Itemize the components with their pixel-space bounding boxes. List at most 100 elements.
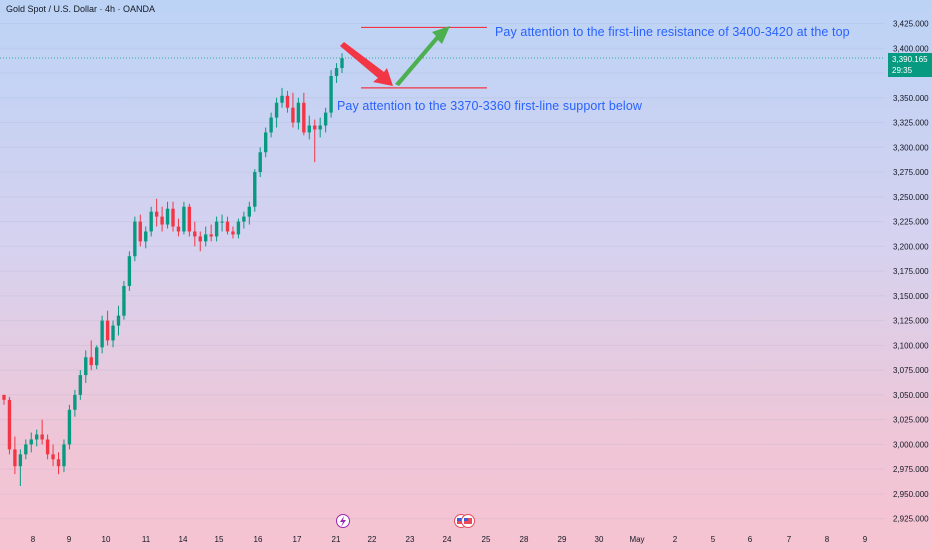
candle[interactable] (193, 221, 197, 247)
candle[interactable] (340, 53, 344, 74)
candle[interactable] (84, 350, 88, 384)
us-flag-event-icon[interactable] (454, 514, 475, 528)
candle[interactable] (285, 90, 290, 113)
candle[interactable] (242, 211, 246, 229)
candle-body (318, 125, 322, 130)
down-arrow[interactable] (340, 42, 393, 86)
candle[interactable] (149, 206, 153, 237)
candle[interactable] (302, 92, 306, 136)
candle-body (149, 211, 153, 232)
candle[interactable] (105, 310, 110, 346)
candle-body (323, 112, 328, 126)
candle[interactable] (214, 216, 219, 242)
candle[interactable] (225, 216, 230, 235)
event-icons-layer (336, 514, 475, 528)
candle[interactable] (323, 107, 328, 133)
candle[interactable] (198, 231, 202, 252)
candle-body (7, 399, 12, 450)
candle-body (133, 221, 137, 257)
x-tick-label: 10 (102, 535, 111, 544)
flag-icon-canton-2 (464, 518, 468, 521)
x-tick-label: 8 (825, 535, 830, 544)
candle-body (198, 236, 202, 242)
candle[interactable] (89, 340, 93, 371)
candle[interactable] (2, 394, 6, 405)
resistance-annotation[interactable]: Pay attention to the first-line resistan… (495, 25, 850, 39)
y-tick-label: 2,975.000 (893, 465, 929, 474)
candle[interactable] (94, 345, 99, 370)
y-tick-label: 3,425.000 (893, 20, 929, 29)
candle[interactable] (318, 117, 322, 138)
candle[interactable] (7, 396, 12, 455)
candle[interactable] (116, 305, 121, 336)
candle[interactable] (263, 127, 268, 158)
candle[interactable] (45, 434, 50, 460)
candle[interactable] (62, 439, 66, 473)
candle-body (231, 231, 235, 235)
candle[interactable] (247, 201, 252, 225)
candle-body (242, 216, 246, 222)
candle[interactable] (209, 224, 213, 242)
flag-icon-canton (457, 518, 461, 521)
candle[interactable] (154, 198, 159, 227)
candle[interactable] (133, 216, 137, 262)
candle[interactable] (176, 218, 181, 237)
candle[interactable] (18, 449, 23, 487)
candle[interactable] (274, 97, 279, 128)
candle[interactable] (204, 226, 208, 247)
candle[interactable] (236, 218, 241, 239)
candle[interactable] (24, 439, 28, 460)
candle-body (176, 226, 181, 232)
candle[interactable] (40, 419, 44, 445)
candle[interactable] (171, 201, 175, 232)
candle[interactable] (127, 251, 132, 291)
y-tick-label: 3,250.000 (893, 193, 929, 202)
support-annotation[interactable]: Pay attention to the 3370-3360 first-lin… (337, 99, 642, 113)
candle-body (209, 234, 213, 237)
y-tick-label: 3,050.000 (893, 391, 929, 400)
candle[interactable] (78, 370, 83, 400)
candle[interactable] (220, 214, 224, 232)
candle-body (247, 206, 252, 217)
up-arrow[interactable] (395, 26, 450, 86)
candle[interactable] (73, 389, 77, 417)
candle-body (187, 206, 192, 232)
candle[interactable] (160, 206, 164, 232)
candle[interactable] (187, 203, 192, 237)
candle[interactable] (313, 119, 317, 163)
candle[interactable] (67, 404, 72, 450)
x-tick-label: 25 (482, 535, 491, 544)
candle-body (204, 234, 208, 242)
candle-body (89, 357, 93, 366)
candle[interactable] (269, 112, 273, 138)
candle[interactable] (280, 87, 284, 108)
candle[interactable] (144, 226, 148, 249)
candle[interactable] (138, 214, 142, 247)
chart-title: Gold Spot / U.S. Dollar · 4h · OANDA (6, 4, 156, 14)
candle-body (24, 444, 28, 455)
candle[interactable] (329, 70, 333, 118)
candle[interactable] (296, 97, 301, 130)
candle[interactable] (56, 452, 61, 475)
candle[interactable] (122, 281, 126, 320)
y-tick-label: 3,300.000 (893, 143, 929, 152)
candle[interactable] (51, 444, 55, 467)
candle[interactable] (100, 315, 104, 354)
candle[interactable] (13, 436, 17, 475)
candle[interactable] (165, 201, 170, 229)
candle-body (94, 347, 99, 366)
candle[interactable] (291, 92, 295, 128)
candle[interactable] (35, 429, 39, 447)
candle-body (291, 107, 295, 123)
candle[interactable] (29, 432, 33, 453)
candle[interactable] (334, 63, 339, 83)
candle[interactable] (307, 115, 311, 140)
candle[interactable] (258, 147, 262, 178)
candle[interactable] (231, 226, 235, 239)
candle[interactable] (182, 201, 186, 235)
candle[interactable] (111, 320, 115, 348)
lightning-event-icon[interactable] (336, 514, 350, 528)
candle-body (45, 439, 50, 455)
candle[interactable] (253, 169, 257, 212)
